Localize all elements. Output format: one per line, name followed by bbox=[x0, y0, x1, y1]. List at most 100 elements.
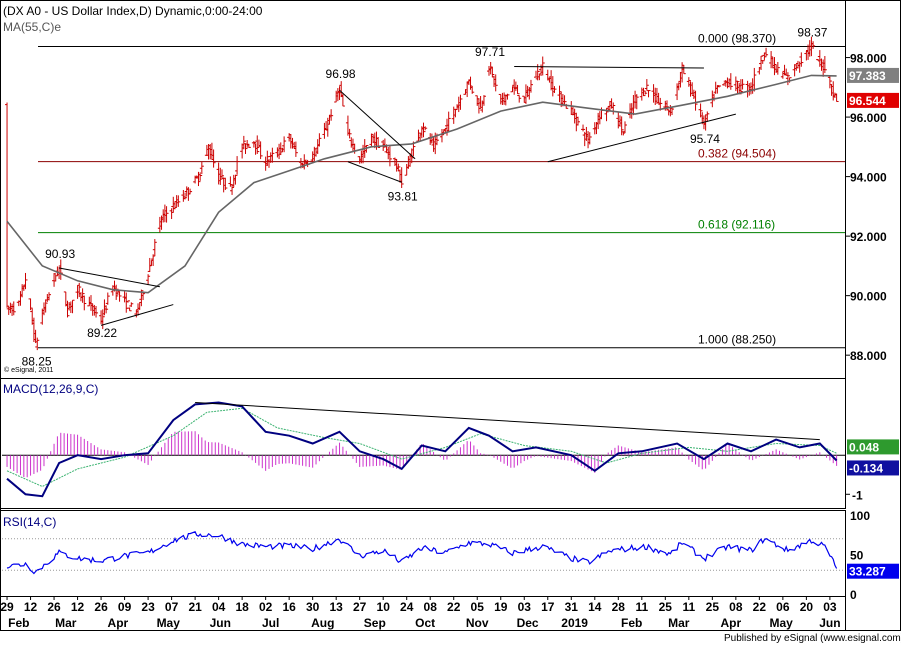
x-day-label: 20 bbox=[800, 600, 814, 614]
x-month-label: Feb bbox=[8, 616, 29, 630]
x-day-label: 11 bbox=[635, 600, 648, 614]
y-tick-label: 94.000 bbox=[850, 171, 887, 185]
ma-label: MA(55,C)e bbox=[3, 20, 61, 34]
macd-signal-line bbox=[6, 407, 837, 488]
x-day-label: 26 bbox=[47, 600, 61, 614]
rsi-last-value-bg bbox=[847, 563, 899, 579]
swing-label: 96.98 bbox=[326, 67, 356, 81]
fib-level-label: 1.000 (88.250) bbox=[698, 333, 776, 347]
macd-panel-frame bbox=[0, 378, 846, 509]
x-month-label: Mar bbox=[668, 616, 690, 630]
copyright-note: © eSignal, 2011 bbox=[4, 366, 54, 374]
x-day-label: 02 bbox=[259, 600, 273, 614]
x-month-label: Aug bbox=[311, 616, 334, 630]
x-day-label: 04 bbox=[212, 600, 226, 614]
x-day-label: 31 bbox=[565, 600, 579, 614]
ma-last-value-bg bbox=[847, 67, 899, 83]
y-tick-label: 88.000 bbox=[850, 349, 887, 363]
ma-last-value: 97.383 bbox=[849, 69, 886, 83]
price-panel-frame bbox=[0, 0, 846, 379]
x-day-label: 25 bbox=[659, 600, 673, 614]
x-day-label: 28 bbox=[612, 600, 626, 614]
swing-label: 97.71 bbox=[475, 45, 505, 59]
trendline bbox=[514, 65, 704, 69]
fib-level-label: 0.382 (94.504) bbox=[698, 147, 776, 161]
y-tick-label: 96.000 bbox=[850, 111, 887, 125]
x-day-label: 19 bbox=[494, 600, 508, 614]
x-month-label: Jun bbox=[210, 616, 231, 630]
publisher-note: Published by eSignal (www.esignal.com) bbox=[724, 633, 901, 644]
x-day-label: 11 bbox=[682, 600, 695, 614]
x-day-label: 29 bbox=[0, 600, 14, 614]
x-day-label: 03 bbox=[518, 600, 532, 614]
rsi-last-value: 33.287 bbox=[849, 565, 886, 579]
swing-label: 93.81 bbox=[388, 189, 418, 203]
x-day-label: 27 bbox=[353, 600, 367, 614]
x-day-label: 22 bbox=[447, 600, 461, 614]
price-last-value-bg bbox=[847, 92, 899, 108]
x-axis-frame bbox=[0, 596, 846, 631]
x-day-label: 14 bbox=[588, 600, 602, 614]
macd-last-value: -0.134 bbox=[849, 461, 883, 475]
macd-trendline bbox=[195, 401, 820, 441]
x-month-label: Apr bbox=[720, 616, 741, 630]
y-tick-label: 98.000 bbox=[850, 52, 887, 66]
trendline bbox=[347, 161, 402, 183]
x-month-label: Oct bbox=[415, 616, 435, 630]
swing-label: 98.37 bbox=[797, 26, 827, 40]
x-day-label: 09 bbox=[118, 600, 132, 614]
signal-last-value: 0.048 bbox=[849, 440, 879, 454]
x-month-label: Apr bbox=[108, 616, 129, 630]
x-day-label: 16 bbox=[282, 600, 296, 614]
x-day-label: 18 bbox=[235, 600, 249, 614]
y-tick-label: -1 bbox=[852, 488, 863, 502]
x-month-label: 2019 bbox=[561, 616, 588, 630]
x-day-label: 05 bbox=[471, 600, 485, 614]
x-day-label: 23 bbox=[141, 600, 155, 614]
x-month-label: Sep bbox=[364, 616, 386, 630]
macd-title: MACD(12,26,9,C) bbox=[3, 382, 98, 396]
x-day-label: 17 bbox=[541, 600, 555, 614]
macd-last-value-bg bbox=[847, 460, 899, 476]
x-month-label: Dec bbox=[517, 616, 539, 630]
y-tick-label: 100 bbox=[850, 509, 870, 523]
x-day-label: 26 bbox=[94, 600, 108, 614]
fib-level-label: 0.000 (98.370) bbox=[698, 32, 776, 46]
x-day-label: 13 bbox=[329, 600, 343, 614]
x-month-label: May bbox=[770, 616, 794, 630]
x-day-label: 06 bbox=[776, 600, 790, 614]
ma-line bbox=[6, 74, 837, 294]
x-day-label: 07 bbox=[165, 600, 179, 614]
x-day-label: 08 bbox=[729, 600, 743, 614]
x-month-label: Mar bbox=[55, 616, 77, 630]
x-day-label: 12 bbox=[71, 600, 85, 614]
x-day-label: 25 bbox=[706, 600, 720, 614]
x-month-label: Feb bbox=[621, 616, 642, 630]
price-layer: 0.000 (98.370) 0.382 (94.504) 0.618 (92.11… bbox=[5, 26, 899, 369]
trendline bbox=[100, 304, 174, 326]
x-day-label: 24 bbox=[400, 600, 414, 614]
trendline bbox=[59, 267, 160, 288]
x-day-label: 08 bbox=[424, 600, 438, 614]
x-month-label: Jun bbox=[819, 616, 840, 630]
trendline bbox=[547, 113, 736, 163]
rsi-title: RSI(14,C) bbox=[3, 515, 56, 529]
swing-label: 95.74 bbox=[690, 132, 720, 146]
x-month-label: Nov bbox=[466, 616, 489, 630]
axis-layer: 29 12 26 12 26 09 23 07 21 04 18 02 16 30 13 27 10 24 08 22… bbox=[0, 596, 841, 630]
x-month-label: May bbox=[157, 616, 181, 630]
x-day-label: 10 bbox=[377, 600, 391, 614]
x-day-label: 12 bbox=[24, 600, 38, 614]
trendline bbox=[339, 89, 416, 160]
macd-layer: MACD(12,26,9,C) -1 0.048 -0.134 bbox=[2, 382, 899, 502]
price-last-value: 96.544 bbox=[849, 94, 886, 108]
rsi-layer: RSI(14,C) 100 50 0 33.287 bbox=[2, 509, 899, 602]
x-day-label: 03 bbox=[823, 600, 837, 614]
x-day-label: 22 bbox=[753, 600, 767, 614]
rsi-line bbox=[6, 531, 838, 575]
x-day-label: 30 bbox=[306, 600, 320, 614]
x-day-label: 21 bbox=[188, 600, 202, 614]
signal-last-value-bg bbox=[847, 439, 899, 455]
y-tick-label: 92.000 bbox=[850, 230, 887, 244]
